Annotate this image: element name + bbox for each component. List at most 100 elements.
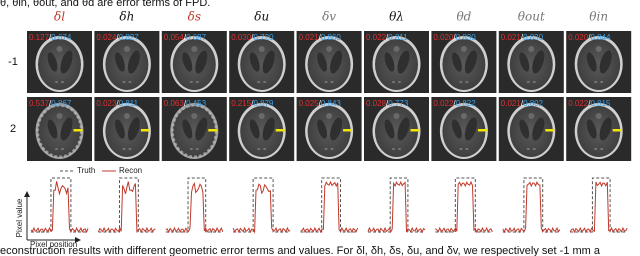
error-value: 0.021 — [501, 33, 522, 42]
ssim-value: 0.860 — [321, 33, 342, 42]
separator: / — [251, 33, 254, 42]
truth-profile — [435, 177, 493, 233]
truth-profile — [165, 177, 223, 233]
spot — [123, 113, 130, 119]
ventricle — [384, 52, 395, 72]
spot — [122, 148, 126, 150]
ventricle — [599, 117, 612, 141]
caption-top: θ, θin, θout, and θd are error terms of … — [0, 0, 210, 9]
spot — [465, 81, 469, 83]
separator: / — [453, 33, 456, 42]
ssim-value: 0.843 — [321, 99, 342, 108]
separator: / — [116, 99, 119, 108]
column-header: θλ — [389, 10, 404, 24]
spot — [122, 81, 126, 83]
spot — [526, 148, 530, 150]
column-header: δv — [322, 10, 336, 24]
spot — [594, 81, 598, 83]
phantom-image: 0.020/0.830 — [431, 31, 497, 93]
profile-marker — [477, 129, 487, 132]
spot — [600, 148, 604, 150]
metric-label: 0.063/0.453 — [164, 99, 207, 108]
spot — [128, 81, 132, 83]
separator: / — [49, 33, 52, 42]
ssim-value: 0.827 — [119, 33, 140, 42]
profile-marker — [410, 129, 420, 132]
spot — [393, 46, 400, 52]
ssim-value: 0.720 — [253, 33, 274, 42]
phantom-image: 0.020/0.844 — [566, 31, 632, 93]
separator: / — [184, 33, 187, 42]
legend-truth: Truth — [77, 166, 95, 175]
phantom-image: 0.021/0.830 — [498, 31, 564, 93]
spot — [257, 148, 261, 150]
metric-label: 0.022/0.815 — [568, 99, 611, 108]
ventricle — [397, 50, 410, 74]
phantom-image: 0.021/0.802 — [498, 97, 564, 161]
column-header: θout — [518, 10, 545, 24]
spot — [324, 81, 328, 83]
ssim-value: 0.453 — [186, 99, 207, 108]
spot — [326, 46, 333, 52]
error-value: 0.021 — [299, 33, 320, 42]
ssim-value: 0.811 — [388, 33, 408, 42]
ventricle — [60, 50, 73, 74]
metric-label: 0.022/0.811 — [366, 33, 408, 42]
recon-profile — [300, 180, 359, 234]
spot — [56, 113, 63, 119]
truth-profile — [233, 177, 291, 233]
phantom-image: 0.054/0.687 — [161, 31, 227, 93]
spot — [258, 46, 265, 52]
spot — [465, 148, 469, 150]
ssim-value: 0.773 — [388, 99, 409, 108]
spot — [263, 148, 267, 150]
separator: / — [319, 99, 322, 108]
error-value: 0.021 — [501, 99, 522, 108]
spot — [55, 81, 58, 83]
metric-label: 0.024/0.827 — [96, 33, 139, 42]
ssim-value: 0.815 — [590, 99, 611, 108]
error-value: 0.028 — [366, 99, 387, 108]
ventricle — [195, 117, 208, 141]
metric-label: 0.537/0.867 — [29, 99, 72, 108]
recon-profile — [367, 180, 426, 234]
phantom-image: 0.537/0.867 — [27, 97, 92, 161]
separator: / — [588, 33, 591, 42]
ventricle — [519, 52, 530, 72]
profile-marker — [73, 129, 83, 132]
ventricle — [384, 119, 395, 139]
spot — [195, 81, 199, 83]
recon-profile — [165, 181, 224, 234]
y-axis-label: Pixel value — [15, 198, 24, 237]
ventricle — [317, 119, 328, 139]
profile-marker — [208, 129, 218, 132]
ventricle — [599, 50, 612, 74]
separator: / — [588, 99, 591, 108]
phantom-image: 0.025/0.843 — [296, 97, 362, 161]
recon-profile — [569, 181, 628, 234]
phantom-image: 0.063/0.453 — [161, 97, 227, 161]
metric-label: 0.020/0.830 — [433, 33, 476, 42]
ventricle — [532, 50, 545, 74]
ventricle — [519, 119, 530, 139]
ventricle — [330, 117, 343, 141]
profile-marker — [343, 129, 353, 132]
separator: / — [521, 99, 524, 108]
ventricle — [262, 50, 275, 74]
ventricle — [586, 119, 597, 139]
ssim-value: 0.879 — [253, 99, 274, 108]
profile-marker — [545, 129, 555, 132]
ventricle — [464, 117, 477, 141]
phantom-image: 0.030/0.720 — [229, 31, 295, 93]
spot — [398, 148, 401, 150]
column-header: δs — [188, 10, 201, 24]
truth-profile — [31, 177, 88, 233]
spot — [258, 113, 265, 119]
caption-bottom: econstruction results with different geo… — [0, 245, 601, 256]
legend-recon: Recon — [119, 166, 142, 175]
column-header: θin — [589, 10, 608, 24]
recon-profile — [502, 181, 561, 234]
spot — [191, 113, 198, 119]
error-value: 0.022 — [433, 99, 454, 108]
metric-label: 0.025/0.843 — [299, 99, 342, 108]
